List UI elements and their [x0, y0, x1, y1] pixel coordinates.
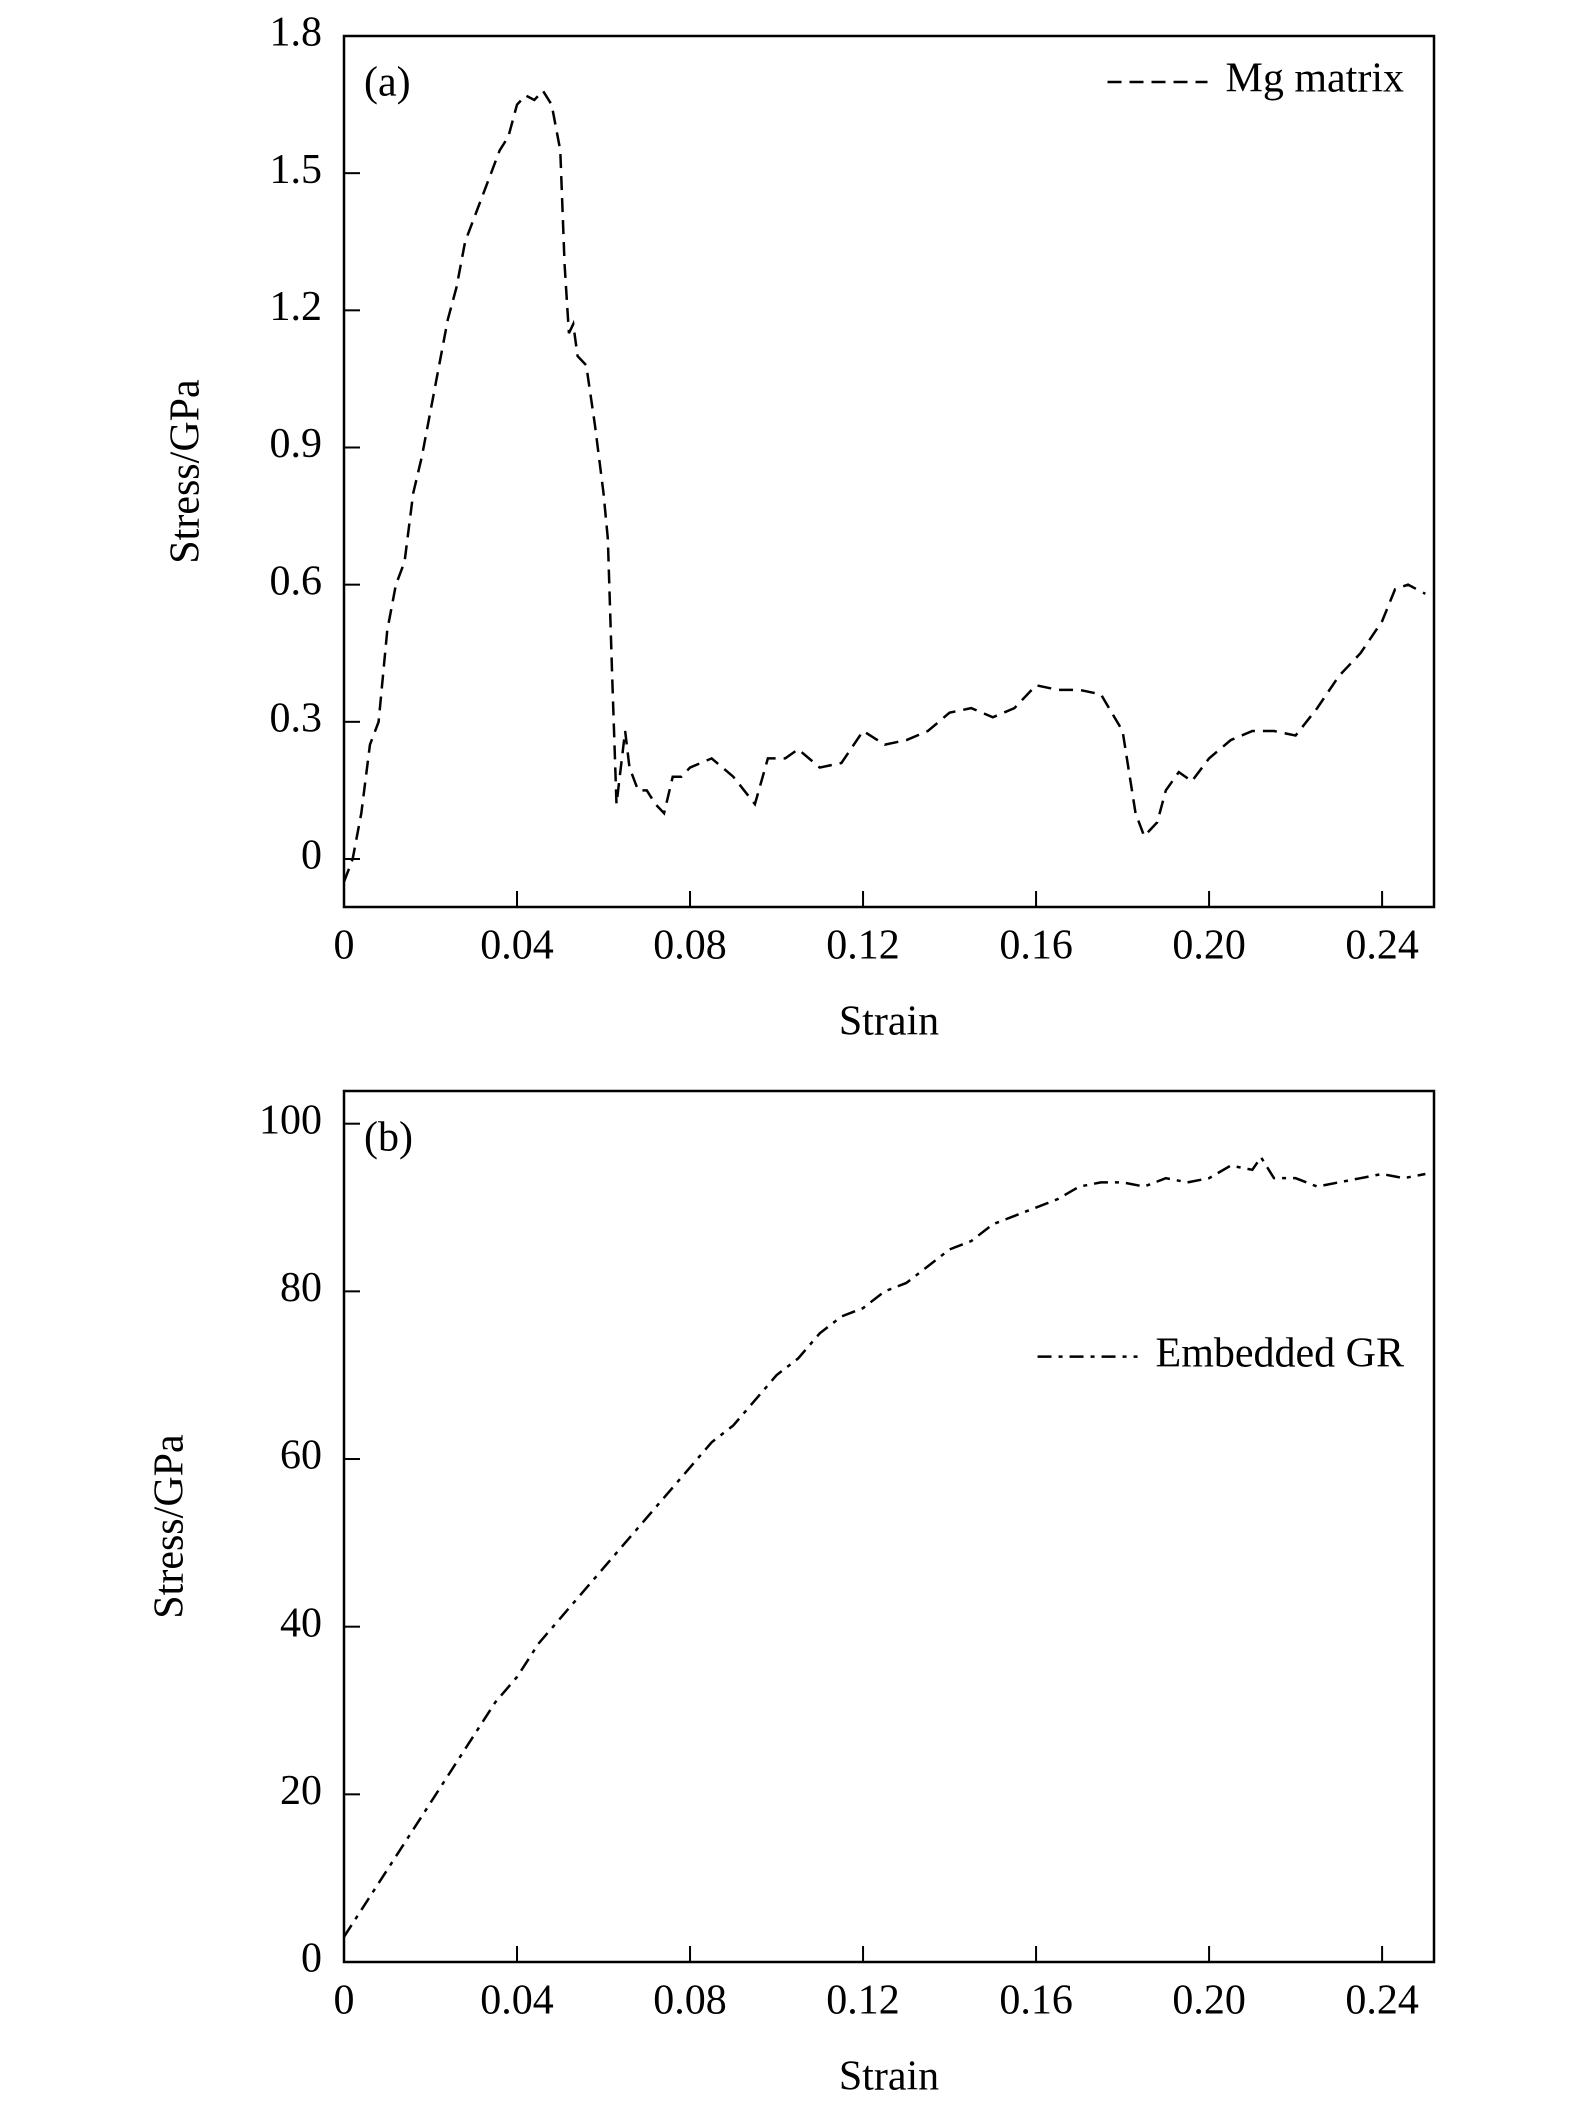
y-tick-label: 80: [280, 1265, 322, 1311]
x-tick-label: 0.20: [1172, 1978, 1246, 2024]
y-axis-label: Stress/GPa: [163, 379, 209, 564]
y-tick-label: 1.5: [270, 147, 323, 193]
y-tick-label: 0.3: [270, 695, 323, 741]
data-line: [342, 1154, 1426, 1938]
data-line: [342, 88, 1426, 883]
x-tick-label: 0.08: [653, 923, 727, 969]
y-tick-label: 0: [301, 1936, 322, 1982]
x-tick-label: 0.12: [826, 1978, 900, 2024]
y-tick-label: 1.8: [270, 10, 323, 56]
x-axis-label: Strain: [839, 999, 939, 1045]
y-axis-label: Stress/GPa: [147, 1434, 193, 1619]
x-tick-label: 0.04: [480, 923, 554, 969]
x-tick-label: 0.08: [653, 1978, 727, 2024]
x-tick-label: 0.04: [480, 1978, 554, 2024]
plot-frame: [342, 34, 1436, 909]
x-tick-label: 0.12: [826, 923, 900, 969]
panel-label: (a): [364, 60, 411, 106]
x-tick-label: 0: [334, 923, 355, 969]
y-tick-label: 100: [259, 1097, 322, 1143]
x-tick-label: 0.24: [1345, 923, 1419, 969]
y-tick-label: 0.6: [270, 558, 323, 604]
y-tick-label: 20: [280, 1768, 322, 1814]
x-tick-label: 0.20: [1172, 923, 1246, 969]
x-tick-label: 0: [334, 1978, 355, 2024]
x-axis-label: Strain: [839, 2054, 939, 2100]
legend-label: Embedded GR: [1156, 1330, 1404, 1376]
x-tick-label: 0.24: [1345, 1978, 1419, 2024]
panel-label: (b): [364, 1115, 413, 1161]
x-tick-label: 0.16: [999, 923, 1073, 969]
x-tick-label: 0.16: [999, 1978, 1073, 2024]
y-tick-label: 0.9: [270, 421, 323, 467]
y-tick-label: 0: [301, 833, 322, 879]
y-tick-label: 40: [280, 1600, 322, 1646]
legend-label: Mg matrix: [1226, 56, 1404, 102]
y-tick-label: 1.2: [270, 284, 323, 330]
y-tick-label: 60: [280, 1433, 322, 1479]
plot-frame: [342, 1089, 1436, 1964]
